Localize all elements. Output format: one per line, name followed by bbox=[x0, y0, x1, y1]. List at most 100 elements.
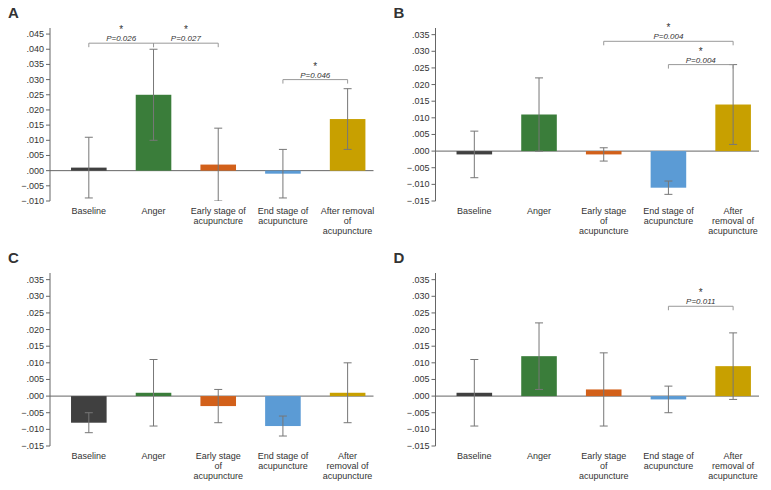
x-tick-label-line: Baseline bbox=[72, 451, 107, 461]
x-tick-label-line: Anger bbox=[527, 451, 551, 461]
significance-star: * bbox=[699, 46, 703, 57]
x-tick-label-line: Early stage bbox=[581, 206, 626, 216]
y-tick bbox=[46, 94, 50, 95]
x-tick-label-line: After bbox=[338, 451, 357, 461]
y-tick bbox=[46, 296, 50, 297]
error-bar bbox=[85, 137, 93, 198]
y-axis-line bbox=[50, 273, 51, 446]
y-tick bbox=[46, 429, 50, 430]
error-bar bbox=[214, 128, 222, 201]
x-tick-label-line: acupuncture bbox=[258, 461, 308, 471]
y-tick bbox=[46, 346, 50, 347]
error-bar bbox=[344, 363, 352, 423]
figure: A−.010−.005.000.005.010.015.020.025.030.… bbox=[0, 0, 771, 490]
y-tick bbox=[46, 125, 50, 126]
y-tick-label: .000 bbox=[26, 391, 44, 401]
y-tick-label: .010 bbox=[26, 135, 44, 145]
x-tick-label: End stage ofacupuncture bbox=[643, 451, 694, 471]
y-tick-label: .020 bbox=[26, 325, 44, 335]
x-tick-label-line: acupuncture bbox=[323, 471, 373, 481]
error-bar bbox=[664, 386, 672, 413]
y-tick-label: .000 bbox=[412, 391, 430, 401]
y-tick-label: −.015 bbox=[21, 441, 44, 451]
y-tick bbox=[46, 170, 50, 171]
x-tick-label-line: acupuncture bbox=[323, 226, 373, 236]
x-tick-label-line: of bbox=[214, 461, 222, 471]
y-tick-label: −.010 bbox=[407, 424, 430, 434]
x-tick-label-line: acupuncture bbox=[579, 226, 629, 236]
y-tick bbox=[432, 296, 436, 297]
error-bar bbox=[535, 78, 543, 151]
panel-title: B bbox=[394, 4, 405, 21]
y-tick-label: −.005 bbox=[21, 408, 44, 418]
x-tick-label: Early stageofacupuncture bbox=[579, 451, 629, 481]
y-tick-label: −.015 bbox=[407, 441, 430, 451]
x-tick-label-line: acupuncture bbox=[579, 471, 629, 481]
y-tick bbox=[432, 67, 436, 68]
significance-bracket bbox=[283, 80, 348, 84]
y-tick bbox=[46, 185, 50, 186]
y-tick bbox=[432, 51, 436, 52]
panel-title: C bbox=[8, 249, 19, 266]
error-bar bbox=[600, 148, 608, 161]
y-tick bbox=[432, 201, 436, 202]
y-tick bbox=[46, 140, 50, 141]
y-tick-label: −.005 bbox=[407, 408, 430, 418]
y-tick bbox=[432, 34, 436, 35]
y-tick-label: −.010 bbox=[407, 179, 430, 189]
y-tick-label: .000 bbox=[26, 166, 44, 176]
significance-bracket bbox=[89, 43, 154, 47]
y-tick-label: −.005 bbox=[407, 163, 430, 173]
y-tick bbox=[46, 201, 50, 202]
y-tick bbox=[46, 329, 50, 330]
y-tick bbox=[432, 279, 436, 280]
panel: A−.010−.005.000.005.010.015.020.025.030.… bbox=[8, 4, 374, 236]
y-tick-label: .045 bbox=[26, 29, 44, 39]
x-tick-label: Baseline bbox=[72, 206, 107, 216]
y-tick bbox=[432, 446, 436, 447]
x-tick-label: Early stage ofacupuncture bbox=[191, 206, 247, 226]
significance-label: P=0.004 bbox=[686, 56, 717, 65]
y-tick-label: .025 bbox=[26, 90, 44, 100]
y-tick bbox=[46, 396, 50, 397]
x-tick-label-line: End stage of bbox=[643, 206, 694, 216]
x-tick-label: Afterremoval ofacupuncture bbox=[323, 451, 373, 481]
y-tick bbox=[432, 134, 436, 135]
x-tick-label-line: removal of bbox=[712, 216, 755, 226]
y-tick-label: .005 bbox=[26, 374, 44, 384]
y-tick-label: .010 bbox=[26, 358, 44, 368]
x-tick-label: Early stageofacupuncture bbox=[579, 206, 629, 236]
y-tick-label: −.010 bbox=[21, 424, 44, 434]
significance-label: P=0.011 bbox=[686, 297, 715, 306]
x-tick-label: End stage ofacupuncture bbox=[258, 451, 309, 471]
y-tick bbox=[432, 429, 436, 430]
significance-star: * bbox=[666, 22, 670, 33]
plot-area bbox=[71, 49, 365, 201]
significance-bracket bbox=[668, 65, 733, 69]
y-tick-label: .015 bbox=[412, 96, 430, 106]
y-tick-label: .000 bbox=[412, 146, 430, 156]
x-tick-label: Afterremoval ofacupuncture bbox=[708, 206, 758, 236]
y-tick-label: .025 bbox=[26, 308, 44, 318]
error-bar bbox=[344, 89, 352, 150]
y-tick bbox=[432, 412, 436, 413]
y-axis-line bbox=[435, 28, 436, 201]
x-tick-label-line: Anger bbox=[142, 206, 166, 216]
y-tick bbox=[46, 446, 50, 447]
y-tick-label: −.005 bbox=[21, 181, 44, 191]
x-tick-label-line: Early stage of bbox=[191, 206, 247, 216]
error-bar bbox=[279, 149, 287, 198]
y-tick bbox=[432, 184, 436, 185]
y-tick-label: .010 bbox=[412, 113, 430, 123]
x-tick-label-line: After removal bbox=[321, 206, 375, 216]
panel: C−.015−.010−.005.000.005.010.015.020.025… bbox=[8, 249, 374, 481]
x-tick-label-line: Baseline bbox=[457, 206, 492, 216]
y-tick-label: −.015 bbox=[407, 196, 430, 206]
x-tick-label-line: of bbox=[600, 216, 608, 226]
x-tick-label-line: removal of bbox=[712, 461, 755, 471]
error-bar bbox=[214, 389, 222, 422]
x-tick-label: Anger bbox=[527, 451, 551, 461]
y-tick-label: .030 bbox=[26, 75, 44, 85]
significance-star: * bbox=[119, 24, 123, 35]
x-tick-label-line: of bbox=[600, 461, 608, 471]
